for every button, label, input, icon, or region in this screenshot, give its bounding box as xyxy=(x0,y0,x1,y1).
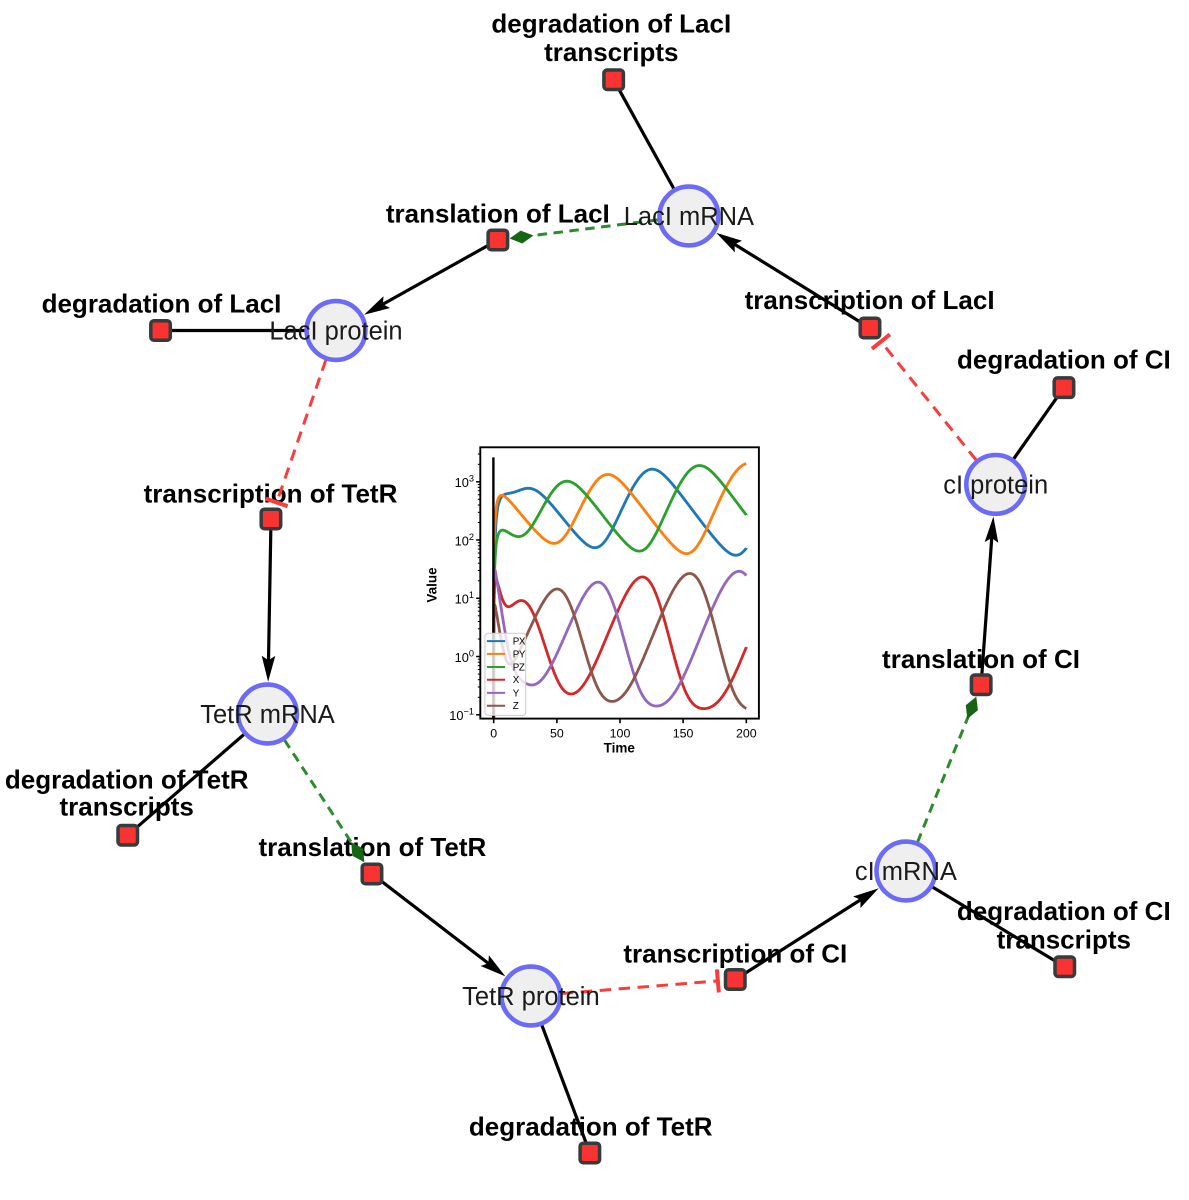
svg-text:degradation of LacI: degradation of LacI xyxy=(42,289,282,319)
svg-text:transcripts: transcripts xyxy=(544,37,678,67)
svg-text:Value: Value xyxy=(424,567,439,603)
svg-text:LacI mRNA: LacI mRNA xyxy=(624,203,754,231)
svg-text:Y: Y xyxy=(513,688,520,699)
svg-text:X: X xyxy=(513,675,520,686)
svg-text:translation of TetR: translation of TetR xyxy=(259,832,487,862)
svg-text:PZ: PZ xyxy=(513,662,525,673)
svg-text:cI mRNA: cI mRNA xyxy=(855,858,957,886)
svg-text:150: 150 xyxy=(673,727,694,741)
svg-text:cI protein: cI protein xyxy=(943,471,1048,499)
svg-text:TetR mRNA: TetR mRNA xyxy=(200,701,335,729)
svg-text:transcription of TetR: transcription of TetR xyxy=(144,478,398,508)
svg-text:0: 0 xyxy=(490,727,497,741)
svg-text:PY: PY xyxy=(513,649,526,660)
svg-text:degradation of CI: degradation of CI xyxy=(957,896,1171,926)
svg-text:transcription of CI: transcription of CI xyxy=(623,939,847,969)
svg-text:100: 100 xyxy=(610,727,631,741)
svg-text:PX: PX xyxy=(513,637,526,648)
svg-text:50: 50 xyxy=(550,727,564,741)
svg-text:200: 200 xyxy=(736,727,757,741)
svg-text:degradation of LacI: degradation of LacI xyxy=(491,9,731,39)
svg-text:TetR protein: TetR protein xyxy=(462,983,600,1011)
svg-text:translation of LacI: translation of LacI xyxy=(386,198,610,228)
svg-text:degradation of TetR: degradation of TetR xyxy=(5,764,249,794)
svg-text:transcription of LacI: transcription of LacI xyxy=(745,285,995,315)
svg-text:Z: Z xyxy=(513,701,519,712)
svg-text:Time: Time xyxy=(604,741,636,756)
svg-text:degradation of CI: degradation of CI xyxy=(957,344,1171,374)
svg-text:degradation of TetR: degradation of TetR xyxy=(469,1111,713,1141)
svg-text:LacI protein: LacI protein xyxy=(269,318,402,346)
